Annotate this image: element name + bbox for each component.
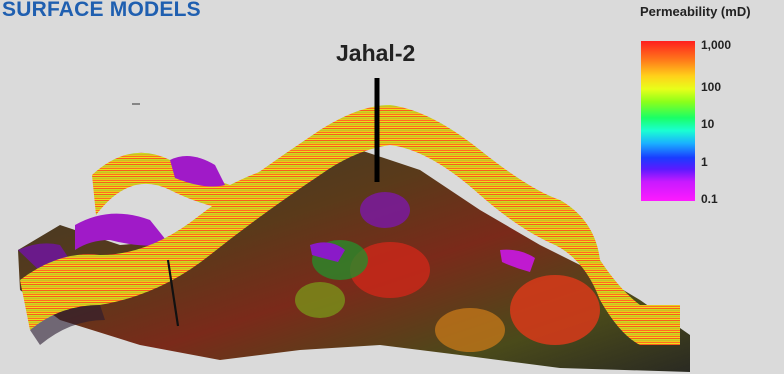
magenta-patch-right xyxy=(500,249,535,272)
core-blob-orange xyxy=(435,308,505,352)
core-blob-red xyxy=(350,242,430,298)
flank-band-left xyxy=(30,305,105,345)
magenta-lobe-left xyxy=(75,213,170,250)
layer-main-anticline xyxy=(20,105,680,345)
permeability-colorbar xyxy=(641,41,695,201)
magenta-fragment-top xyxy=(170,156,225,187)
core-blob-red-right xyxy=(510,275,600,345)
legend-tick-100: 100 xyxy=(701,80,722,94)
legend-tick-1: 1 xyxy=(701,155,708,169)
legend-tick-0-1: 0.1 xyxy=(701,192,718,206)
core-blob-purple xyxy=(360,192,410,228)
core-blob-lime xyxy=(295,282,345,318)
legend-tick-1000: 1,000 xyxy=(701,38,732,52)
well-label: Jahal-2 xyxy=(336,40,416,66)
legend-tick-10: 10 xyxy=(701,117,715,131)
fault-line-left xyxy=(166,259,180,327)
page-title: SURFACE MODELS xyxy=(2,0,201,21)
magenta-patch-center xyxy=(310,242,345,262)
legend-title: Permeability (mD) xyxy=(640,4,751,19)
